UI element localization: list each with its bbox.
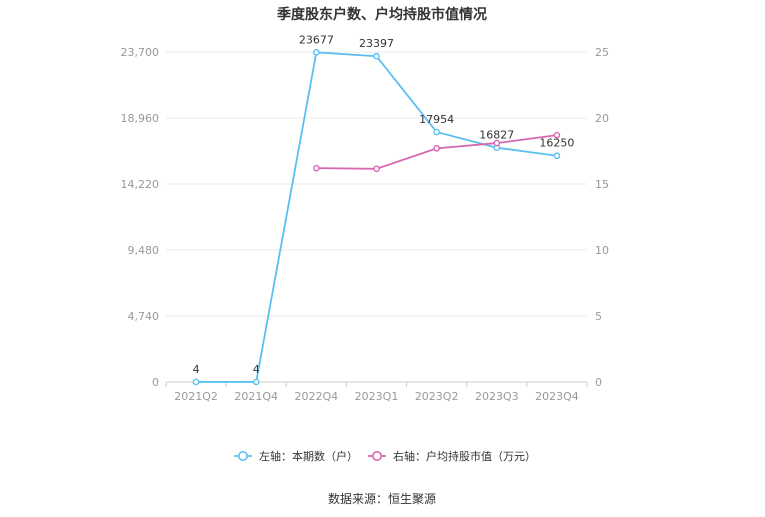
series-layer: 4 4 23677 23397 17954 16827 16250 [192, 33, 574, 386]
x-tick-label: 2023Q4 [535, 390, 579, 403]
data-label: 4 [253, 363, 260, 376]
data-label: 23677 [299, 33, 334, 46]
series-1-point [373, 165, 380, 173]
grid [166, 51, 587, 383]
left-tick-label: 14,220 [121, 178, 160, 191]
series-0-point [313, 49, 320, 56]
data-label: 23397 [359, 37, 394, 50]
series-1-point [313, 164, 320, 172]
series-line-1 [316, 134, 558, 170]
right-tick-label: 25 [595, 46, 609, 59]
series-1-point [433, 145, 440, 152]
right-axis-ticks: 0 5 10 15 20 25 [595, 46, 609, 389]
x-tick-label: 2022Q4 [295, 390, 339, 403]
left-tick-label: 4,740 [128, 310, 160, 323]
x-tick-label: 2023Q2 [415, 390, 459, 403]
data-label: 4 [193, 363, 200, 376]
right-tick-label: 10 [595, 244, 609, 257]
series-0-point [192, 378, 200, 386]
left-tick-label: 0 [152, 376, 159, 389]
data-label: 16250 [539, 137, 574, 150]
series-0-point [373, 52, 380, 60]
series-line-0 [196, 51, 558, 383]
left-axis-ticks: 0 4,740 9,480 14,220 18,960 23,700 [121, 46, 160, 389]
series-0-point [433, 128, 440, 136]
right-tick-label: 0 [595, 376, 602, 389]
right-tick-label: 15 [595, 178, 609, 191]
legend-label: 左轴：本期数（户） [259, 449, 358, 463]
left-tick-label: 18,960 [121, 112, 160, 125]
right-tick-label: 5 [595, 310, 602, 323]
legend-label: 右轴：户均持股市值（万元） [393, 449, 536, 463]
x-tick-label: 2023Q1 [355, 390, 399, 403]
series-1-point [553, 131, 561, 139]
left-tick-label: 9,480 [128, 244, 160, 257]
series-1-point [493, 139, 501, 147]
chart-title: 季度股东户数、户均持股市值情况 [276, 6, 487, 23]
series-0-point [553, 152, 561, 160]
legend[interactable]: 左轴：本期数（户） 右轴：户均持股市值（万元） [234, 449, 536, 463]
data-label: 16827 [479, 129, 514, 142]
x-tick-label: 2021Q2 [174, 390, 218, 403]
left-tick-label: 23,700 [121, 46, 160, 59]
data-label: 17954 [419, 113, 454, 126]
x-tick-label: 2021Q4 [234, 390, 278, 403]
x-tick-label: 2023Q3 [475, 390, 519, 403]
series-0-point [252, 378, 260, 386]
right-tick-label: 20 [595, 112, 609, 125]
x-axis: 2021Q2 2021Q4 2022Q4 2023Q1 2023Q2 2023Q3 2023… [165, 382, 588, 403]
legend-swatch-marker [371, 450, 382, 461]
legend-swatch-marker [238, 450, 249, 461]
data-source: 数据来源：恒生聚源 [328, 491, 436, 506]
